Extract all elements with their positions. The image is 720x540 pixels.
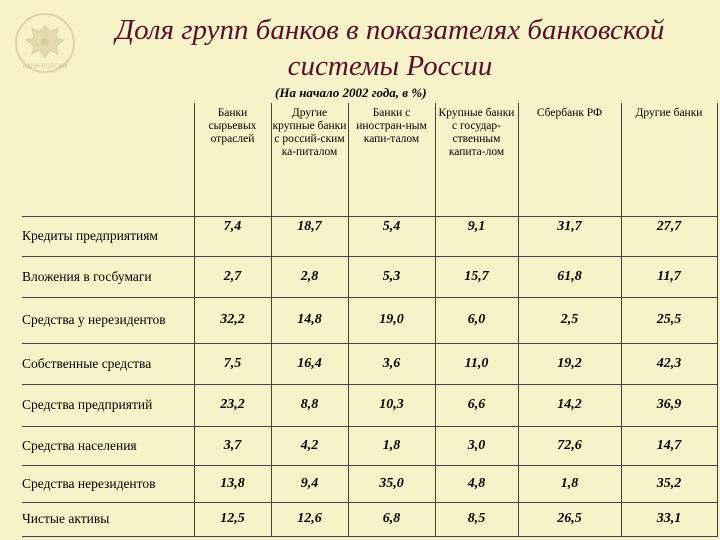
table-row: Средства нерезидентов 13,8 9,4 35,0 4,8 … (22, 464, 718, 503)
row-label: Средства у нерезидентов (22, 296, 195, 344)
row-label: Чистые активы (22, 501, 195, 537)
table-cell: 2,8 (270, 255, 349, 298)
page-title-line-1: Доля групп банков в показателях банковск… (115, 14, 665, 46)
table-row: Средства предприятий 23,2 8,8 10,3 6,6 1… (22, 383, 718, 427)
table-cell: 3,6 (347, 342, 436, 385)
double-headed-eagle-icon: БАНК РОССИИ (15, 13, 75, 73)
table-cell: 6,8 (347, 501, 436, 537)
table-cell: 36,9 (620, 383, 718, 427)
table-cell: 9,4 (270, 464, 349, 503)
column-header: Сбербанк РФ (517, 103, 622, 217)
table-cell: 11,0 (434, 342, 519, 385)
table-cell: 1,8 (347, 425, 436, 466)
table-cell: 19,2 (517, 342, 622, 385)
table-cell: 2,7 (193, 255, 272, 298)
table-cell: 3,7 (193, 425, 272, 466)
column-header: Другие крупные банки с россий-ским ка-пи… (270, 103, 349, 217)
table-cell: 7,4 (193, 215, 272, 257)
table-cell: 14,7 (620, 425, 718, 466)
table-cell: 1,8 (517, 464, 622, 503)
table-cell: 26,5 (517, 501, 622, 537)
table-cell: 35,2 (620, 464, 718, 503)
table-cell: 7,5 (193, 342, 272, 385)
table-cell: 42,3 (620, 342, 718, 385)
table-cell: 15,7 (434, 255, 519, 298)
table-cell: 8,5 (434, 501, 519, 537)
table-cell: 19,0 (347, 296, 436, 344)
table-cell: 72,6 (517, 425, 622, 466)
table-row: Средства населения 3,7 4,2 1,8 3,0 72,6 … (22, 425, 718, 466)
row-label: Собственные средства (22, 342, 195, 385)
table-cell: 11,7 (620, 255, 718, 298)
page-title-line-2: системы России (287, 50, 493, 82)
table-cell: 3,0 (434, 425, 519, 466)
table-row: Собственные средства 7,5 16,4 3,6 11,0 1… (22, 342, 718, 385)
table-cell: 2,5 (517, 296, 622, 344)
table-cell: 16,4 (270, 342, 349, 385)
table-cell: 12,5 (193, 501, 272, 537)
table-cell: 10,3 (347, 383, 436, 427)
header-row: Банки сырьевых отраслей Другие крупные б… (22, 103, 718, 217)
row-label: Средства нерезидентов (22, 464, 195, 503)
header-corner (22, 103, 195, 216)
table-cell: 27,7 (620, 215, 718, 257)
table-cell: 25,5 (620, 296, 718, 344)
table-cell: 14,8 (270, 296, 349, 344)
table-cell: 5,4 (347, 215, 436, 257)
row-label: Средства предприятий (22, 383, 195, 427)
table-cell: 61,8 (517, 255, 622, 298)
table-cell: 12,6 (270, 501, 349, 537)
table-cell: 23,2 (193, 383, 272, 427)
table-cell: 6,6 (434, 383, 519, 427)
row-label: Средства населения (22, 425, 195, 466)
column-header: Банки с иностран-ным капи-талом (347, 103, 436, 217)
table-cell: 9,1 (434, 215, 519, 257)
page-subtitle: (На начало 2002 года, в %) (275, 85, 427, 100)
column-header: Другие банки (620, 103, 718, 217)
table-row: Вложения в госбумаги 2,7 2,8 5,3 15,7 61… (22, 255, 718, 298)
table-cell: 6,0 (434, 296, 519, 344)
table-cell: 4,8 (434, 464, 519, 503)
table-cell: 14,2 (517, 383, 622, 427)
row-label: Вложения в госбумаги (22, 255, 195, 298)
svg-text:БАНК РОССИИ: БАНК РОССИИ (23, 63, 68, 70)
table-cell: 33,1 (620, 501, 718, 537)
table-cell: 32,2 (193, 296, 272, 344)
table-cell: 31,7 (517, 215, 622, 257)
table-cell: 5,3 (347, 255, 436, 298)
table-row: Средства у нерезидентов 32,2 14,8 19,0 6… (22, 296, 718, 344)
column-header: Банки сырьевых отраслей (193, 103, 272, 217)
row-label: Кредиты предприятиям (22, 215, 195, 257)
table-cell: 13,8 (193, 464, 272, 503)
column-header: Крупные банки с государ-ственным капита-… (434, 103, 519, 217)
table-row: Чистые активы 12,5 12,6 6,8 8,5 26,5 33,… (22, 501, 718, 537)
bank-shares-table: Банки сырьевых отраслей Другие крупные б… (22, 103, 718, 537)
table-cell: 18,7 (270, 215, 349, 257)
table-cell: 4,2 (270, 425, 349, 466)
bank-of-russia-logo: БАНК РОССИИ (14, 12, 76, 74)
table-cell: 8,8 (270, 383, 349, 427)
table-row: Кредиты предприятиям 7,4 18,7 5,4 9,1 31… (22, 215, 718, 257)
table-cell: 35,0 (347, 464, 436, 503)
